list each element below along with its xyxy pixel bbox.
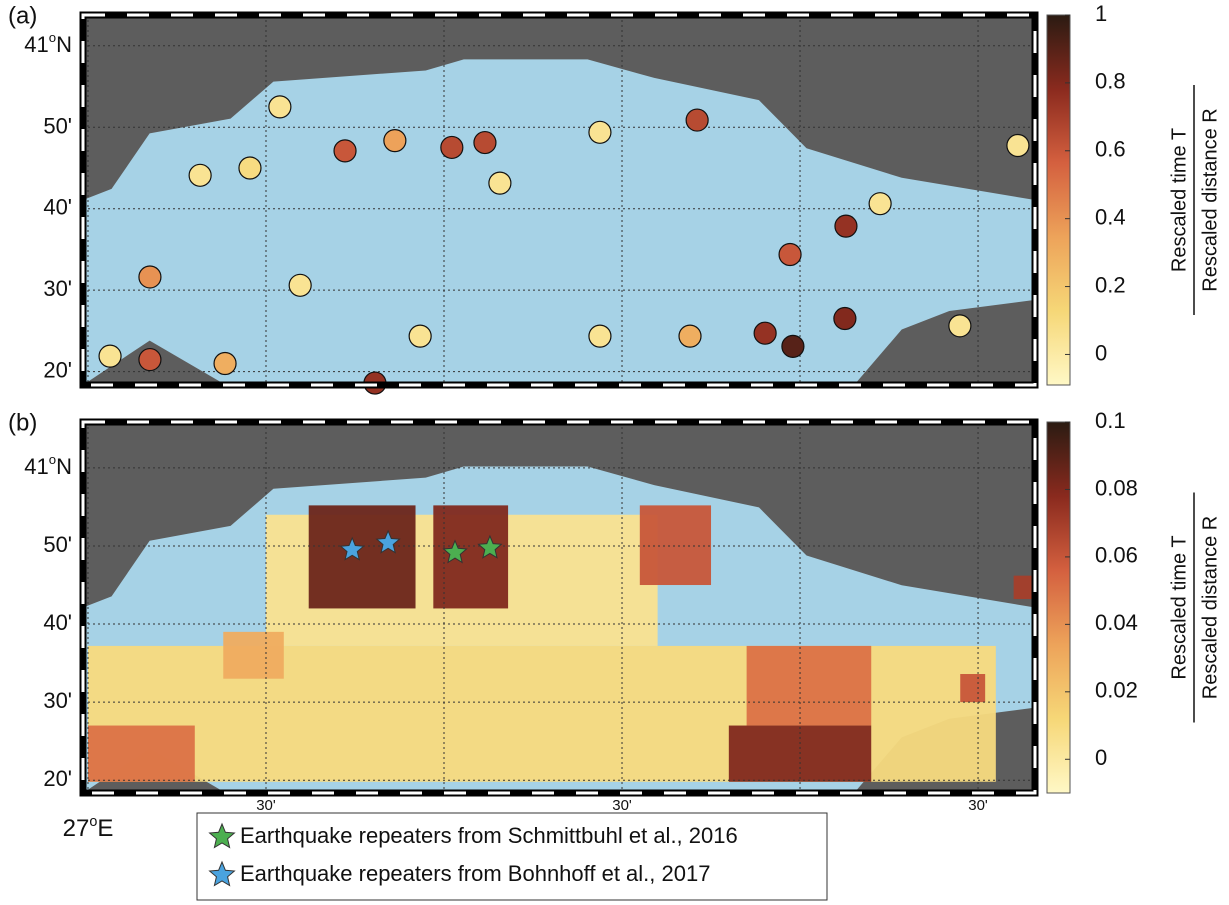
earthquake — [686, 109, 708, 131]
tick-label: 30' — [43, 688, 72, 713]
tick-value: 30' — [968, 797, 988, 814]
earthquake — [679, 325, 701, 347]
heat-cell — [309, 505, 416, 608]
tick-value: 40' — [43, 610, 72, 635]
colorbar-label-numerator: Rescaled time T — [1168, 535, 1190, 679]
earthquake — [869, 193, 891, 215]
panel-label: (a) — [8, 2, 37, 29]
colorbar-label-denominator: Rescaled distance R — [1199, 516, 1221, 699]
earthquake — [214, 352, 236, 374]
colorbar-label-numerator: Rescaled time T — [1168, 128, 1190, 272]
colorbar-tick-label: 0.8 — [1095, 69, 1126, 94]
earthquake — [239, 157, 261, 179]
tick-label: 30' — [43, 276, 72, 301]
colorbar-tick-label: 1 — [1095, 1, 1107, 26]
tick-label: 30' — [968, 797, 988, 814]
earthquake — [834, 308, 856, 330]
heat-cell — [640, 505, 711, 585]
degree-sign: o — [49, 452, 56, 467]
colorbar-tick-label: 0 — [1095, 340, 1107, 365]
earthquake — [489, 172, 511, 194]
tick-label: 50' — [43, 113, 72, 138]
tick-label: 40' — [43, 195, 72, 220]
earthquake — [139, 266, 161, 288]
colorbar-tick-label: 0.4 — [1095, 204, 1126, 229]
tick-value: 41 — [24, 32, 48, 57]
tick-value: 50' — [43, 113, 72, 138]
tick-value: 30' — [43, 276, 72, 301]
tick-value: 20' — [43, 766, 72, 791]
colorbar-tick-label: 0 — [1095, 745, 1107, 770]
heat-cell — [960, 674, 985, 702]
colorbar — [1047, 15, 1070, 385]
tick-label: 41oN — [24, 452, 72, 479]
colorbar-label-denominator: Rescaled distance R — [1199, 108, 1221, 291]
figure: (a)41oN50'40'30'20'00.20.40.60.81Rescale… — [0, 0, 1229, 905]
hemisphere: E — [97, 815, 113, 842]
tick-label: 40' — [43, 610, 72, 635]
tick-value: 30' — [256, 797, 276, 814]
earthquake — [384, 130, 406, 152]
degree-sign: o — [89, 814, 97, 830]
tick-label: 41oN — [24, 30, 72, 57]
earthquake — [754, 322, 776, 344]
tick-value: 41 — [24, 454, 48, 479]
tick-label: 30' — [612, 797, 632, 814]
tick-label: 50' — [43, 532, 72, 557]
earthquake — [269, 96, 291, 118]
tick-value: 27 — [63, 815, 90, 842]
hemisphere: N — [56, 32, 72, 57]
earthquake — [189, 164, 211, 186]
earthquake — [779, 243, 801, 265]
tick-label: 27oE — [63, 814, 114, 843]
tick-label: 30' — [256, 797, 276, 814]
colorbar-tick-label: 0.1 — [1095, 408, 1126, 433]
tick-value: 30' — [612, 797, 632, 814]
hemisphere: N — [56, 454, 72, 479]
earthquake — [139, 349, 161, 371]
earthquake — [441, 136, 463, 158]
colorbar — [1047, 422, 1070, 793]
colorbar-tick-label: 0.2 — [1095, 272, 1126, 297]
tick-label: 20' — [43, 357, 72, 382]
legend-label: Earthquake repeaters from Bohnhoff et al… — [240, 861, 710, 886]
earthquake — [589, 325, 611, 347]
tick-value: 50' — [43, 532, 72, 557]
tick-value: 40' — [43, 195, 72, 220]
panel-label: (b) — [8, 409, 37, 436]
earthquake — [949, 315, 971, 337]
earthquake — [289, 274, 311, 296]
tick-value: 30' — [43, 688, 72, 713]
heat-cell — [747, 646, 872, 726]
legend-label: Earthquake repeaters from Schmittbuhl et… — [240, 823, 738, 848]
colorbar-tick-label: 0.04 — [1095, 610, 1138, 635]
earthquake — [99, 345, 121, 367]
tick-label: 20' — [43, 766, 72, 791]
degree-sign: o — [49, 30, 56, 45]
tick-value: 20' — [43, 357, 72, 382]
earthquake — [589, 121, 611, 143]
earthquake — [409, 325, 431, 347]
earthquake — [1007, 135, 1029, 157]
heat-cell — [88, 726, 195, 782]
colorbar-tick-label: 0.08 — [1095, 475, 1138, 500]
colorbar-tick-label: 0.02 — [1095, 678, 1138, 703]
heat-cell — [223, 632, 284, 679]
earthquake — [835, 215, 857, 237]
earthquake — [474, 132, 496, 154]
earthquake — [782, 335, 804, 357]
earthquake — [334, 140, 356, 162]
colorbar-tick-label: 0.6 — [1095, 137, 1126, 162]
colorbar-tick-label: 0.06 — [1095, 543, 1138, 568]
